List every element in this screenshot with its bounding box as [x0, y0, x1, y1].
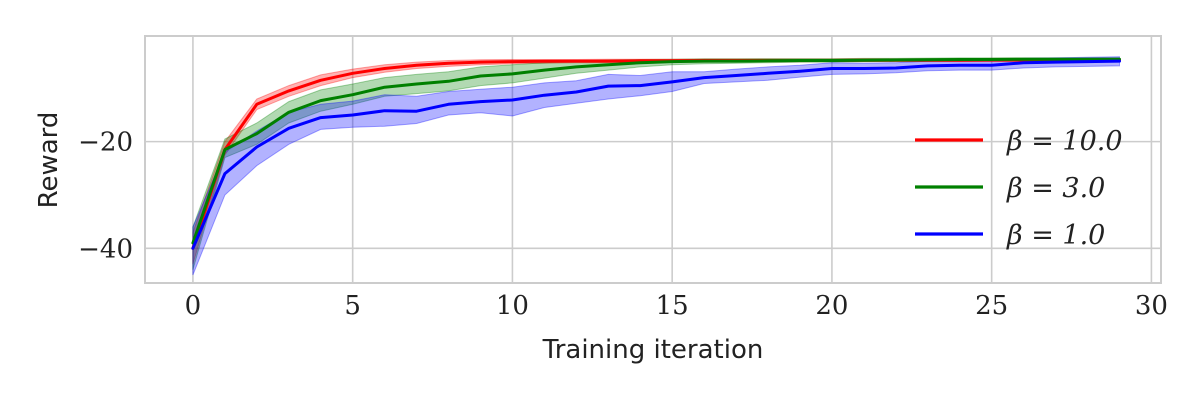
x-tick-labels: 0 5 10 15 20 25 30 [185, 291, 1168, 321]
x-tick-label: 0 [185, 291, 202, 321]
y-tick-labels: −20 −40 [78, 128, 133, 265]
plot-frame [144, 35, 1162, 284]
x-tick-label: 15 [656, 291, 689, 321]
y-tick-label: −40 [78, 234, 133, 264]
line-series-1 [191, 57, 1121, 245]
legend-label: β = 3.0 [1006, 173, 1105, 204]
line-series-2 [191, 59, 1121, 250]
y-axis-label: Reward [34, 112, 64, 209]
x-tick-label: 25 [975, 291, 1008, 321]
x-tick-label: 20 [815, 291, 848, 321]
x-axis-label: Training iteration [542, 335, 764, 365]
band-series-2 [192, 56, 1120, 276]
legend: β = 10.0 β = 3.0 β = 1.0 [915, 126, 1123, 251]
x-tick-label: 30 [1135, 291, 1168, 321]
y-tick-label: −20 [78, 128, 133, 158]
x-tick-label: 5 [344, 291, 361, 321]
confidence-bands [192, 56, 1120, 276]
grid [145, 36, 1161, 283]
x-tick-label: 10 [496, 291, 529, 321]
legend-label: β = 10.0 [1006, 126, 1123, 157]
legend-label: β = 1.0 [1006, 220, 1105, 251]
series-lines [191, 57, 1121, 250]
